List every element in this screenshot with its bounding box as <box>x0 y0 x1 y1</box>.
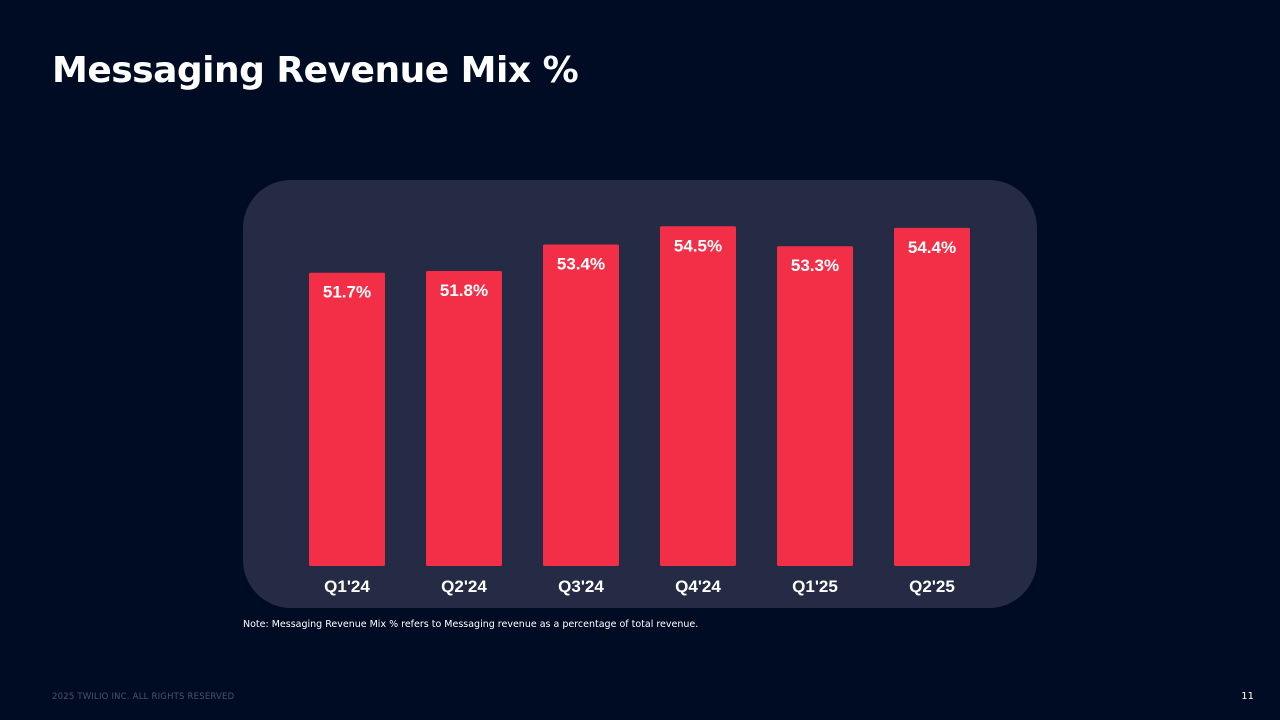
bar-value-label: 54.4% <box>908 238 956 257</box>
bar-2 <box>543 244 619 566</box>
x-axis-tick-label: Q4'24 <box>675 577 721 596</box>
bar-3 <box>660 226 736 567</box>
bar-5 <box>894 227 970 566</box>
bar-chart: 51.7% Q1'24 51.8% Q2'24 53.4% Q3'24 54.5% Q4'24… <box>309 226 970 596</box>
bar-value-label: 54.5% <box>674 236 722 255</box>
bar-value-label: 51.7% <box>323 283 371 302</box>
chart-footnote: Note: Messaging Revenue Mix % refers to … <box>243 619 699 630</box>
x-axis-tick-label: Q1'24 <box>324 577 370 596</box>
bar-0 <box>309 272 385 566</box>
page-number: 11 <box>1241 691 1254 702</box>
x-axis-tick-label: Q2'25 <box>909 577 955 596</box>
bar-value-label: 53.4% <box>557 255 605 274</box>
page-title: Messaging Revenue Mix % <box>52 50 579 91</box>
copyright-footer: 2025 TWILIO INC. ALL RIGHTS RESERVED <box>52 692 235 702</box>
x-axis-tick-label: Q2'24 <box>441 577 487 596</box>
bar-value-label: 51.8% <box>440 281 488 300</box>
x-axis-tick-label: Q1'25 <box>792 577 838 596</box>
chart-panel: 51.7% Q1'24 51.8% Q2'24 53.4% Q3'24 54.5% Q4'24… <box>243 180 1037 608</box>
bar-value-label: 53.3% <box>791 256 839 275</box>
bar-4 <box>777 246 853 566</box>
x-axis-tick-label: Q3'24 <box>558 577 604 596</box>
bar-1 <box>426 271 502 566</box>
